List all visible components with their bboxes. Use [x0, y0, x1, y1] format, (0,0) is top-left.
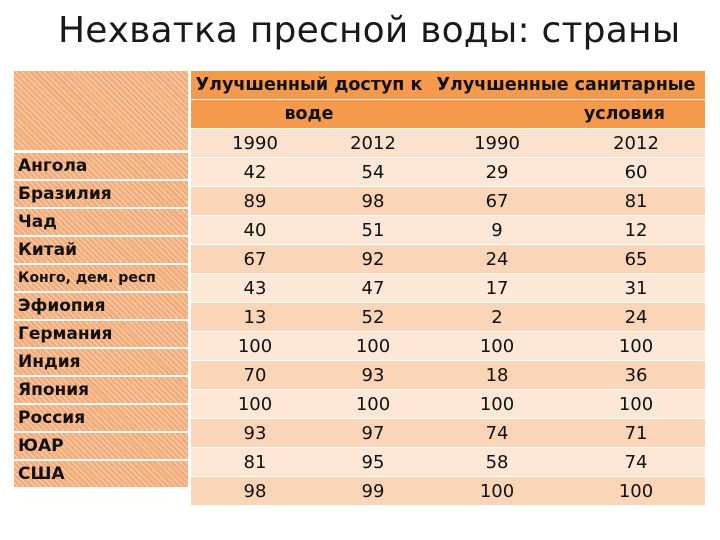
country-name: Китай [14, 237, 188, 265]
table-cell: 67 [427, 186, 568, 216]
table-cell: 17 [427, 273, 568, 303]
table-cell: 74 [567, 447, 706, 477]
table-row: 98 99 100 100 [191, 476, 706, 506]
table-cell: 98 [191, 476, 319, 506]
table-cell: 52 [319, 302, 428, 332]
table-cell: 81 [191, 447, 319, 477]
table-cell: 67 [191, 244, 319, 274]
table-cell: 100 [427, 476, 568, 506]
table-cell: 99 [319, 476, 428, 506]
country-column: Ангола Бразилия Чад Китай Конго, дем. ре… [14, 71, 188, 489]
table-cell: 100 [567, 476, 706, 506]
table-row: 42 54 29 60 [191, 157, 706, 187]
table-cell: 100 [427, 331, 568, 361]
table-cell: 98 [319, 186, 428, 216]
header-sanitation-cont: условия [427, 99, 706, 129]
table-cell: 40 [191, 215, 319, 245]
table-cell: 2 [427, 302, 568, 332]
table-cell: 18 [427, 360, 568, 390]
table-cell: 92 [319, 244, 428, 274]
country-name: Россия [14, 405, 188, 433]
slide-title: Нехватка пресной воды: страны [58, 10, 681, 51]
table-cell: 54 [319, 157, 428, 187]
table-cell: 24 [427, 244, 568, 274]
country-name: Япония [14, 377, 188, 405]
country-name: Эфиопия [14, 293, 188, 321]
table-cell: 93 [191, 418, 319, 448]
year-header: 1990 [427, 128, 568, 158]
header-water-access-cont: воде [191, 99, 428, 129]
table-cell: 65 [567, 244, 706, 274]
table-row: 100 100 100 100 [191, 389, 706, 419]
table-cell: 29 [427, 157, 568, 187]
table-cell: 36 [567, 360, 706, 390]
table-cell: 24 [567, 302, 706, 332]
header-water-access: Улучшенный доступ к [191, 71, 428, 100]
header-sanitation: Улучшенные санитарные [427, 71, 706, 100]
table-cell: 100 [319, 331, 428, 361]
country-name: Бразилия [14, 181, 188, 209]
table-row: 13 52 2 24 [191, 302, 706, 332]
country-name: Чад [14, 209, 188, 237]
table-cell: 100 [319, 389, 428, 419]
table-cell: 70 [191, 360, 319, 390]
table-cell: 100 [191, 331, 319, 361]
country-name: Индия [14, 349, 188, 377]
country-name: ЮАР [14, 433, 188, 461]
header-row-years: 1990 2012 1990 2012 [191, 128, 706, 158]
year-header: 2012 [567, 128, 706, 158]
table-cell: 31 [567, 273, 706, 303]
table-cell: 74 [427, 418, 568, 448]
country-column-header [14, 71, 188, 153]
year-header: 2012 [319, 128, 428, 158]
table-row: 70 93 18 36 [191, 360, 706, 390]
table-cell: 51 [319, 215, 428, 245]
table-cell: 13 [191, 302, 319, 332]
table-cell: 9 [427, 215, 568, 245]
table-cell: 100 [427, 389, 568, 419]
table-cell: 60 [567, 157, 706, 187]
table-cell: 47 [319, 273, 428, 303]
table-cell: 97 [319, 418, 428, 448]
table-cell: 89 [191, 186, 319, 216]
table-row: 67 92 24 65 [191, 244, 706, 274]
table-cell: 100 [567, 389, 706, 419]
country-name: Конго, дем. респ [14, 265, 188, 293]
table-row: 40 51 9 12 [191, 215, 706, 245]
table-row: 89 98 67 81 [191, 186, 706, 216]
table-cell: 93 [319, 360, 428, 390]
table-cell: 100 [191, 389, 319, 419]
country-name: Ангола [14, 153, 188, 181]
header-row-groups-cont: воде условия [191, 99, 706, 129]
year-header: 1990 [191, 128, 319, 158]
table-cell: 58 [427, 447, 568, 477]
table-cell: 95 [319, 447, 428, 477]
table-cell: 42 [191, 157, 319, 187]
table-cell: 43 [191, 273, 319, 303]
table-cell: 12 [567, 215, 706, 245]
table-row: 81 95 58 74 [191, 447, 706, 477]
country-name: Германия [14, 321, 188, 349]
table-row: 100 100 100 100 [191, 331, 706, 361]
data-table: Улучшенный доступ к Улучшенные санитарны… [191, 71, 706, 506]
country-name: США [14, 461, 188, 489]
table-row: 43 47 17 31 [191, 273, 706, 303]
header-row-groups: Улучшенный доступ к Улучшенные санитарны… [191, 71, 706, 100]
table-cell: 71 [567, 418, 706, 448]
table-cell: 100 [567, 331, 706, 361]
table-cell: 81 [567, 186, 706, 216]
table-row: 93 97 74 71 [191, 418, 706, 448]
